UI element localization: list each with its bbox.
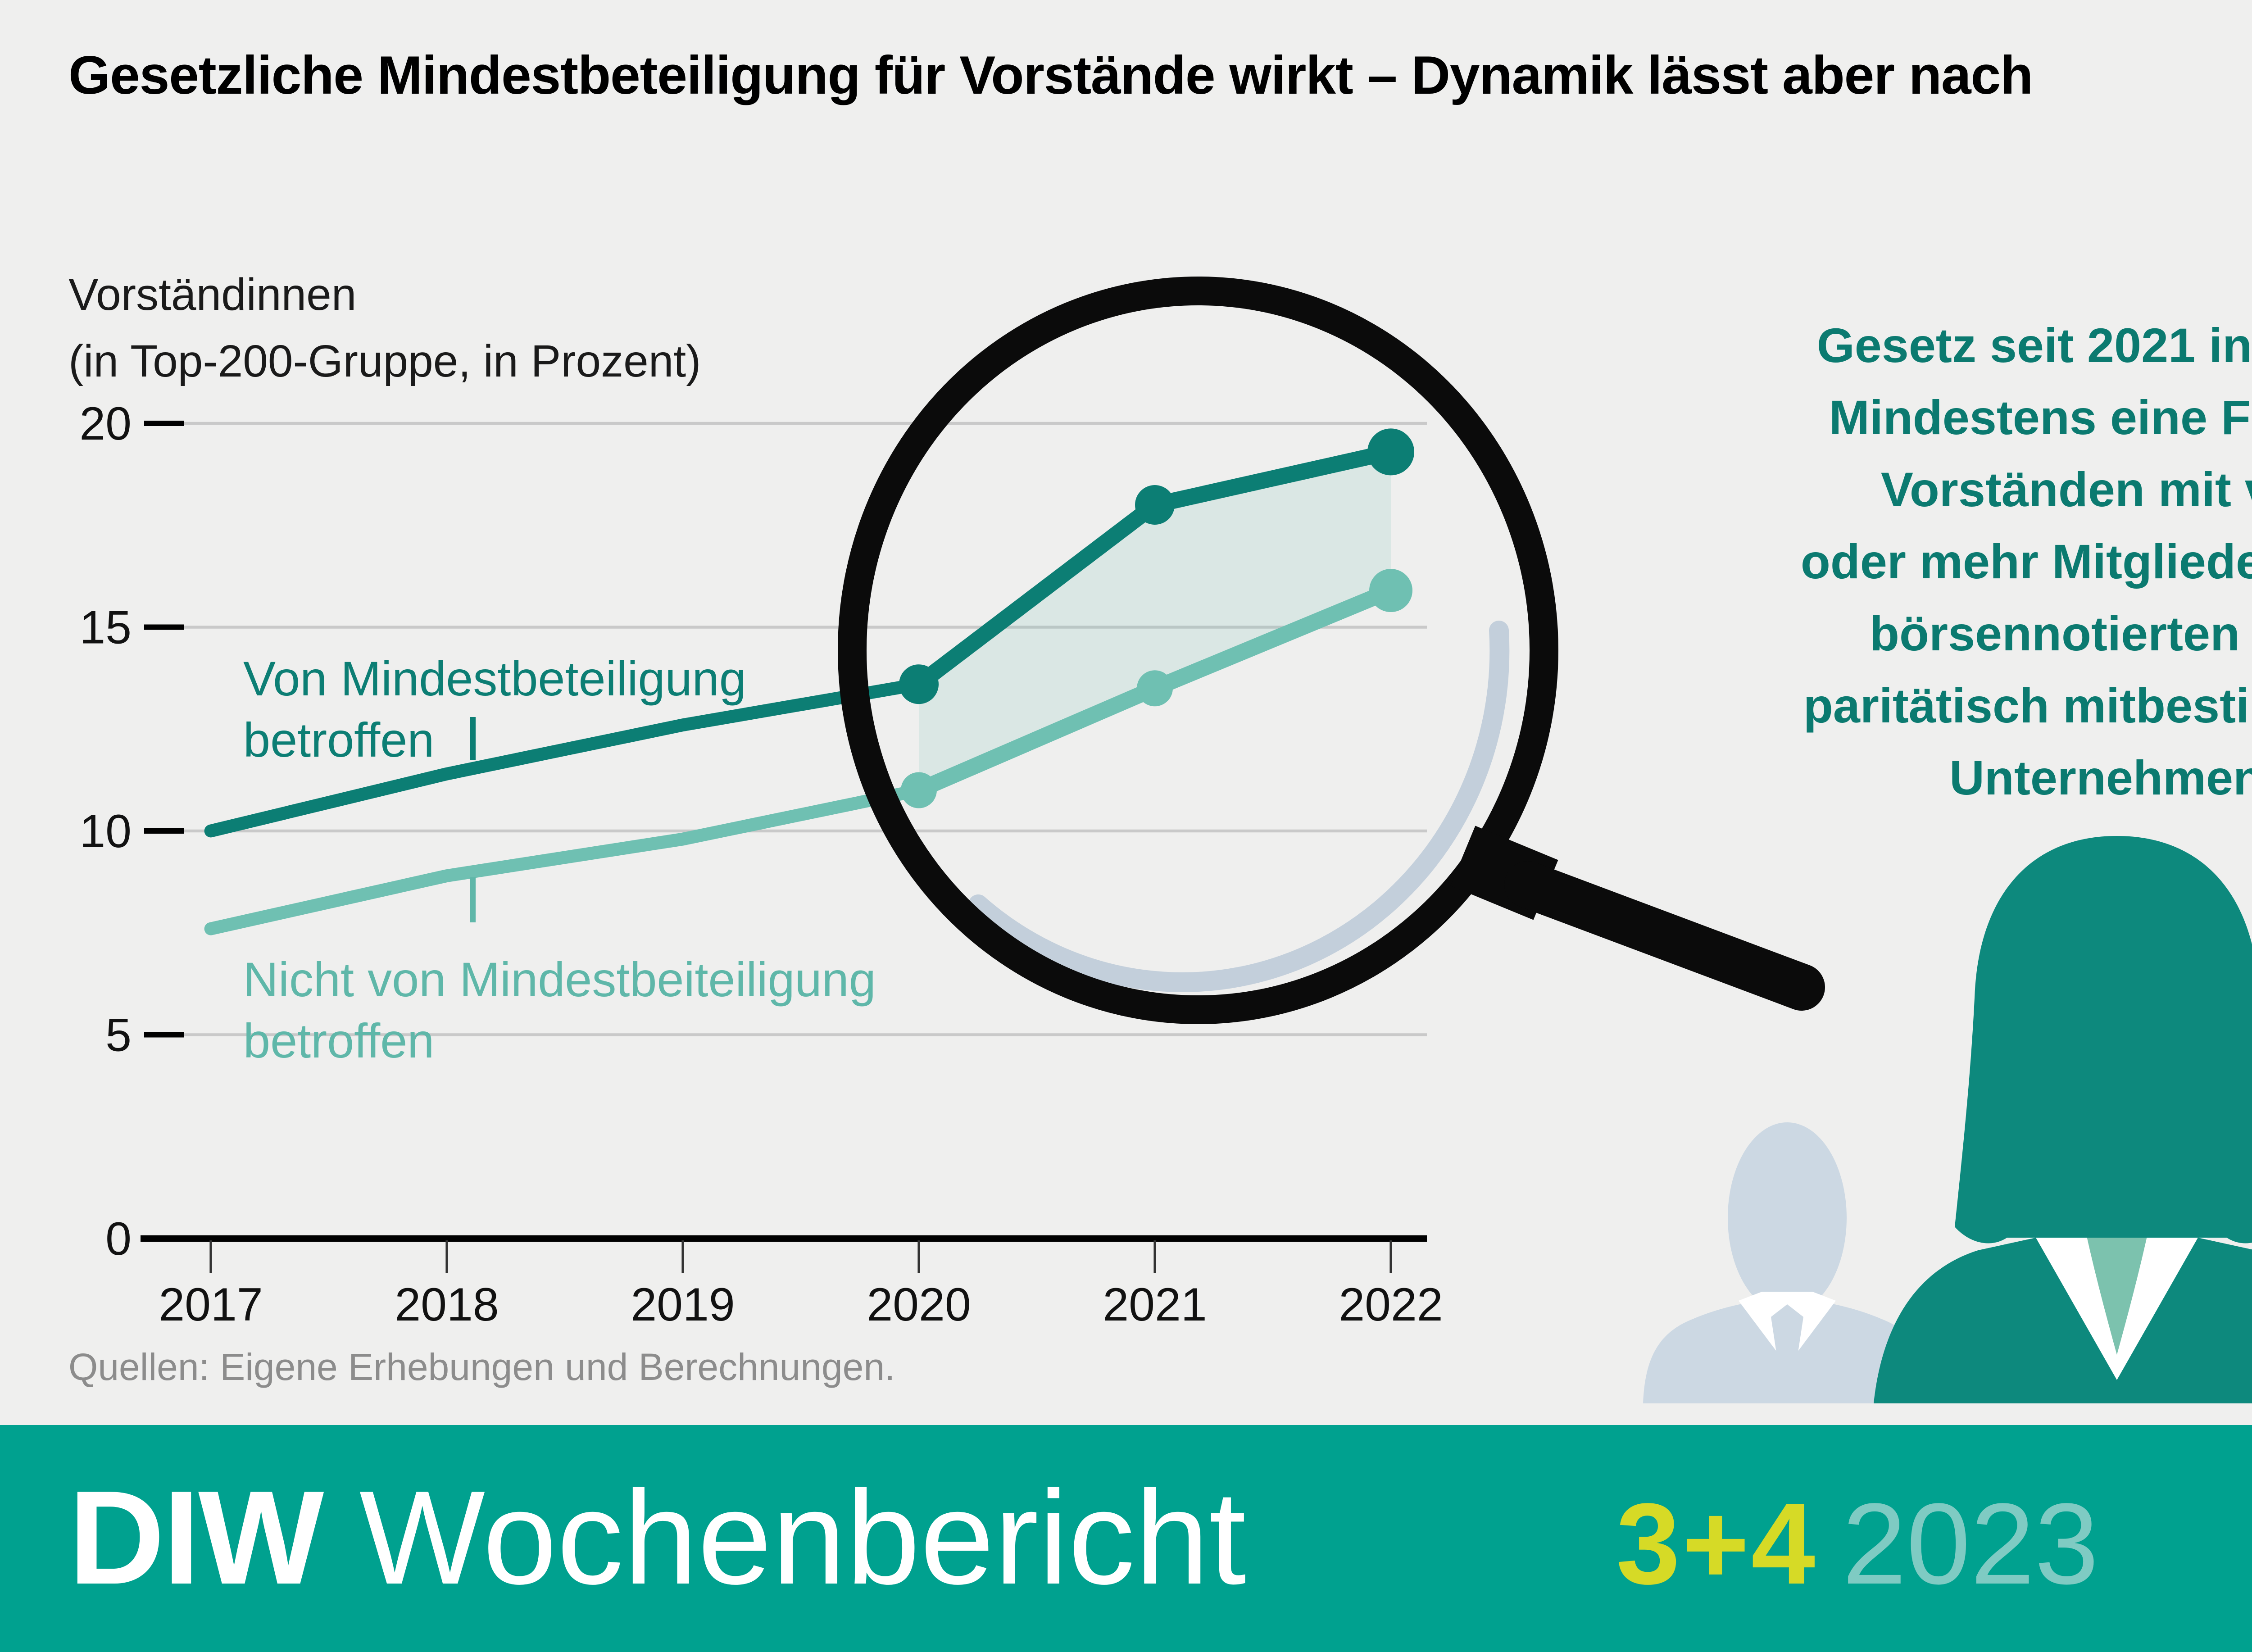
point-affected-2021: [1135, 485, 1175, 525]
footer-brand: DIW Wochenbericht: [68, 1471, 1246, 1605]
law-info-line: Mindestens eine Frau in: [1829, 391, 2252, 445]
point-affected-2020: [899, 664, 939, 704]
footer-issue-number: 3+4: [1616, 1479, 1817, 1609]
series-label-not-affected-line1: Nicht von Mindestbeiteiligung: [243, 953, 876, 1007]
band-between-series: [919, 452, 1391, 790]
law-info-line: oder mehr Mitgliedern von: [1800, 535, 2252, 589]
footer-brand-diw: DIW: [68, 1463, 324, 1612]
law-info-text: Gesetz seit 2021 in Kraft: Mindestens ei…: [1710, 310, 2252, 814]
man-head: [1728, 1122, 1847, 1313]
series-leader-not-affected: [470, 877, 475, 922]
law-info-line: paritätisch mitbestimmten: [1803, 679, 2252, 733]
lens-reflection: [968, 621, 1510, 992]
series-label-affected-line2: betroffen: [243, 713, 435, 767]
footer-brand-wochenbericht: Wochenbericht: [359, 1463, 1246, 1612]
xtick-label-2022: 2022: [1339, 1279, 1443, 1331]
footer-issue-year: 2023: [1842, 1479, 2099, 1609]
ytick-label-5: 5: [105, 1009, 132, 1062]
source-note: Quellen: Eigene Erhebungen und Berechnun…: [68, 1348, 895, 1389]
point-not-affected-2020: [901, 772, 937, 808]
xtick-label-2019: 2019: [631, 1279, 735, 1331]
ytick-label-10: 10: [79, 805, 132, 858]
footer-bar: DIW Wochenbericht 3+4 2023: [0, 1425, 2252, 1652]
magnifier-lens-ring: [838, 277, 1558, 1024]
law-info-line: börsennotierten und: [1870, 607, 2252, 661]
point-not-affected-2021: [1137, 670, 1173, 707]
point-affected-2022: [1367, 428, 1414, 476]
ytick-label-15: 15: [79, 602, 132, 654]
chart-axis-title: Vorständinnen (in Top-200-Gruppe, in Pro…: [68, 263, 701, 396]
woman-figure: [1874, 836, 2252, 1403]
law-info-line: Unternehmen: [1949, 751, 2252, 805]
xtick-label-2020: 2020: [867, 1279, 971, 1331]
point-not-affected-2022: [1369, 569, 1412, 613]
ytick-label-20: 20: [79, 398, 132, 450]
chart-axis-title-line2: (in Top-200-Gruppe, in Prozent): [68, 337, 701, 387]
woman-blazer: [1874, 1238, 2252, 1403]
law-info-line: Gesetz seit 2021 in Kraft:: [1816, 319, 2252, 373]
page-title: Gesetzliche Mindestbeteiligung für Vorst…: [68, 47, 2033, 106]
man-tie: [1771, 1304, 1803, 1391]
series-label-not-affected: Nicht von Mindestbeiteiligung betroffen: [243, 949, 876, 1072]
xtick-label-2018: 2018: [395, 1279, 499, 1331]
magnifier-handle: [1504, 861, 1825, 1011]
xtick-label-2017: 2017: [159, 1279, 263, 1331]
law-info-line: Vorständen mit vier: [1880, 463, 2252, 517]
woman-hair: [1955, 836, 2252, 1244]
series-label-not-affected-line2: betroffen: [243, 1014, 435, 1068]
chart-axis-title-line1: Vorständinnen: [68, 270, 357, 321]
ytick-label-0: 0: [105, 1213, 132, 1265]
series-label-affected: Von Mindestbeteiligung betroffen: [243, 649, 746, 771]
series-label-affected-line1: Von Mindestbeteiligung: [243, 652, 746, 706]
xtick-label-2021: 2021: [1103, 1279, 1207, 1331]
footer-issue: 3+4 2023: [1616, 1486, 2099, 1602]
series-leader-affected: [470, 717, 475, 760]
silhouette-man-left: [1643, 1122, 1931, 1403]
